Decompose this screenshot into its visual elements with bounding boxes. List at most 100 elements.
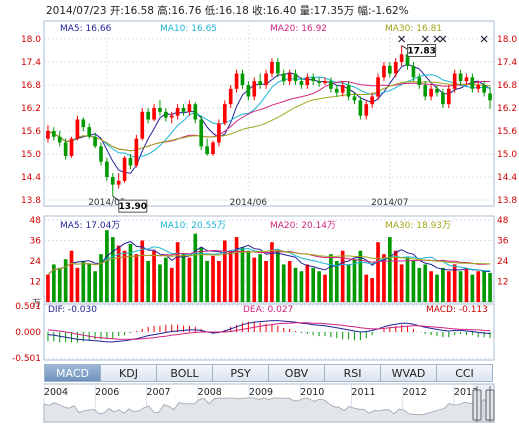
overview-year-label: 2006 [95,387,119,398]
candle-body [81,119,86,128]
overview-year-label: 2008 [198,387,222,398]
volume-bar [423,264,428,302]
volume-bar [205,261,209,302]
tab-kdj[interactable]: KDJ [100,364,157,382]
candle-body [305,77,310,85]
volume-y-tick-left: 24 [30,257,42,267]
volume-bar [52,264,56,302]
event-marker [433,35,441,43]
candle-body [276,62,280,74]
candle-body [175,108,180,116]
volume-bar [105,230,109,302]
volume-bar [370,278,374,302]
candle-body [399,54,404,62]
volume-legend: MA5: 17.04万 [60,221,120,231]
overview-year-label: 2004 [44,387,68,398]
volume-bar [441,267,445,302]
candle-body [264,73,268,85]
volume-bar [99,254,103,302]
macd-line [47,322,491,340]
tab-wvad[interactable]: WVAD [380,364,437,382]
price-y-tick-left: 17.4 [21,58,41,68]
volume-bar [399,264,404,302]
candle-body [417,77,422,85]
price-y-tick-left: 15.6 [21,127,41,137]
candle-body [311,77,316,82]
overview-year-label: 2013 [454,387,478,398]
high-marker-box [407,44,437,58]
volume-ma-line [47,240,491,276]
candle-body [293,73,298,82]
volume-bar [211,255,215,302]
candle-body [382,65,386,78]
volume-bar [411,261,416,302]
event-marker [480,35,488,43]
price-x-label: 2014/06 [230,198,268,208]
candle-body [258,81,262,85]
volume-y-tick-left: 48 [30,216,42,226]
price-y-tick-right: 15.0 [497,150,517,160]
tab-obv[interactable]: OBV [268,364,325,382]
volume-bar [134,254,139,302]
volume-bar [140,240,145,302]
price-legend: MA20: 16.92 [270,24,327,34]
candle-body [452,73,457,89]
candle-body [470,77,475,89]
candle-body [57,136,62,143]
candle-body [334,88,339,93]
candle-body [435,88,439,93]
volume-bar [458,271,463,302]
tab-boll[interactable]: BOLL [156,364,213,382]
volume-bar [334,261,339,302]
candle-body [287,73,292,82]
candle-body [370,96,374,105]
candle-body [340,85,345,93]
volume-bar [122,250,127,302]
candle-body [281,73,286,82]
candle-body [46,131,50,139]
volume-bar [405,257,410,302]
candle-body [352,96,357,101]
candle-body [199,119,204,147]
candle-body [140,111,145,139]
tab-macd[interactable]: MACD [44,364,101,382]
volume-bar [358,250,363,302]
overview-year-label: 2011 [351,387,375,398]
macd-legend: MACD: -0.113 [426,305,488,315]
price-ma-line [47,63,491,174]
volume-bar [376,242,380,302]
volume-bar [246,250,251,302]
candle-body [134,138,139,166]
overview-year-label: 2009 [249,387,273,398]
quote-header: 2014/07/23 开:16.58 高:16.76 低:16.18 收:16.… [46,5,409,17]
price-y-tick-left: 13.8 [21,196,41,206]
price-y-tick-right: 17.4 [497,58,517,68]
candle-body [329,81,333,89]
candle-body [158,108,162,112]
volume-bar [452,264,457,302]
candle-body [105,161,109,177]
candle-body [181,108,186,112]
macd-line [47,320,491,343]
tab-rsi[interactable]: RSI [324,364,381,382]
volume-bar [128,243,133,302]
volume-bar [470,274,475,302]
candle-body [458,73,463,82]
tab-psy[interactable]: PSY [212,364,269,382]
price-ma-line [47,81,491,152]
volume-ma-line [47,249,491,276]
candle-body [393,62,398,74]
candle-body [270,62,274,74]
volume-bar [193,233,198,302]
volume-bar [488,272,492,302]
volume-bar [152,250,156,302]
overview-year-label: 2012 [403,387,427,398]
volume-bar [299,271,304,302]
volume-bar [264,261,268,302]
volume-bar [276,250,280,302]
volume-legend: MA10: 20.55万 [160,221,226,231]
volume-bar [258,254,262,302]
tab-cci[interactable]: CCI [436,364,493,382]
volume-bar [63,259,68,302]
